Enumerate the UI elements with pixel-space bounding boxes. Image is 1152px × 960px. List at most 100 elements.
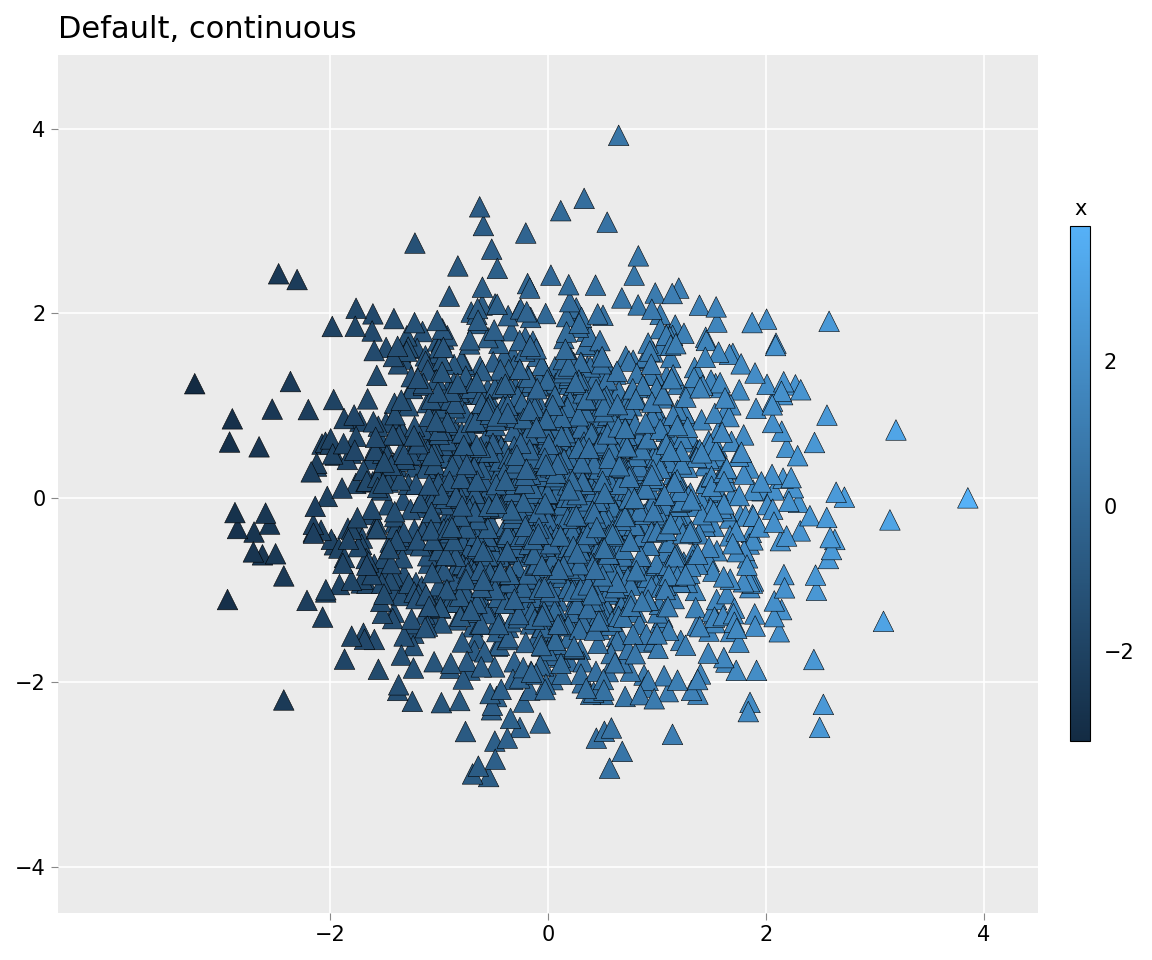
Point (499, 575, 517, 590)
Point (617, 439, 636, 454)
Point (696, 349, 714, 365)
Point (730, 488, 749, 503)
Point (585, 484, 604, 499)
Point (614, 548, 632, 564)
Point (574, 547, 592, 563)
Point (705, 504, 723, 519)
Point (732, 356, 750, 372)
Point (609, 632, 628, 647)
Point (468, 527, 486, 542)
Point (409, 372, 427, 387)
Point (639, 433, 658, 448)
Point (442, 399, 461, 415)
Point (525, 612, 544, 627)
Point (400, 576, 418, 591)
Point (607, 412, 626, 427)
Point (476, 545, 494, 561)
Point (452, 450, 470, 466)
Point (396, 451, 415, 467)
Point (447, 489, 465, 504)
Point (780, 493, 798, 509)
Point (647, 626, 666, 641)
Point (470, 616, 488, 632)
Point (529, 426, 547, 442)
Point (579, 494, 598, 510)
Point (525, 546, 544, 562)
Point (529, 505, 547, 520)
Point (377, 340, 395, 355)
Point (497, 595, 515, 611)
Point (667, 336, 685, 351)
Point (393, 424, 411, 440)
Point (674, 526, 692, 541)
Point (601, 646, 620, 661)
Point (391, 529, 409, 544)
Point (675, 325, 694, 341)
Point (419, 477, 438, 492)
Point (532, 453, 551, 468)
Point (380, 540, 399, 556)
Point (660, 567, 679, 583)
Point (560, 654, 578, 669)
Point (806, 567, 825, 583)
Point (654, 387, 673, 402)
Point (594, 391, 613, 406)
Point (448, 375, 467, 391)
Point (627, 563, 645, 578)
Point (494, 466, 513, 481)
Point (521, 442, 539, 457)
Point (449, 425, 468, 441)
Point (748, 662, 766, 678)
Point (660, 328, 679, 344)
Point (553, 666, 571, 682)
Point (585, 593, 604, 609)
Point (445, 533, 463, 548)
Point (558, 490, 576, 505)
Point (598, 372, 616, 388)
Point (441, 540, 460, 556)
Point (600, 535, 619, 550)
Point (493, 573, 511, 588)
Point (705, 518, 723, 534)
Point (495, 496, 514, 512)
Point (397, 453, 416, 468)
Point (427, 487, 446, 502)
Point (403, 380, 422, 396)
Point (497, 472, 515, 488)
Point (485, 399, 503, 415)
Point (818, 510, 836, 525)
Point (692, 412, 711, 427)
Point (675, 405, 694, 420)
Point (631, 564, 650, 580)
Point (469, 592, 487, 608)
Point (511, 512, 530, 527)
Point (524, 485, 543, 500)
Point (520, 424, 538, 440)
Point (553, 428, 571, 444)
Point (477, 526, 495, 541)
Point (537, 446, 555, 462)
Point (559, 428, 577, 444)
Point (389, 427, 408, 443)
Point (529, 377, 547, 393)
Text: Default, continuous: Default, continuous (58, 15, 356, 44)
Point (378, 566, 396, 582)
Point (381, 556, 400, 571)
Point (491, 453, 509, 468)
Point (349, 539, 367, 554)
Point (507, 455, 525, 470)
Point (697, 475, 715, 491)
Point (564, 468, 583, 484)
Point (538, 457, 556, 472)
Point (699, 623, 718, 638)
Point (518, 566, 537, 582)
Point (526, 436, 545, 451)
Point (641, 481, 659, 496)
Point (614, 421, 632, 437)
Point (511, 590, 530, 606)
Point (492, 499, 510, 515)
Point (723, 346, 742, 361)
Point (537, 463, 555, 478)
Point (374, 550, 393, 565)
Point (697, 333, 715, 348)
